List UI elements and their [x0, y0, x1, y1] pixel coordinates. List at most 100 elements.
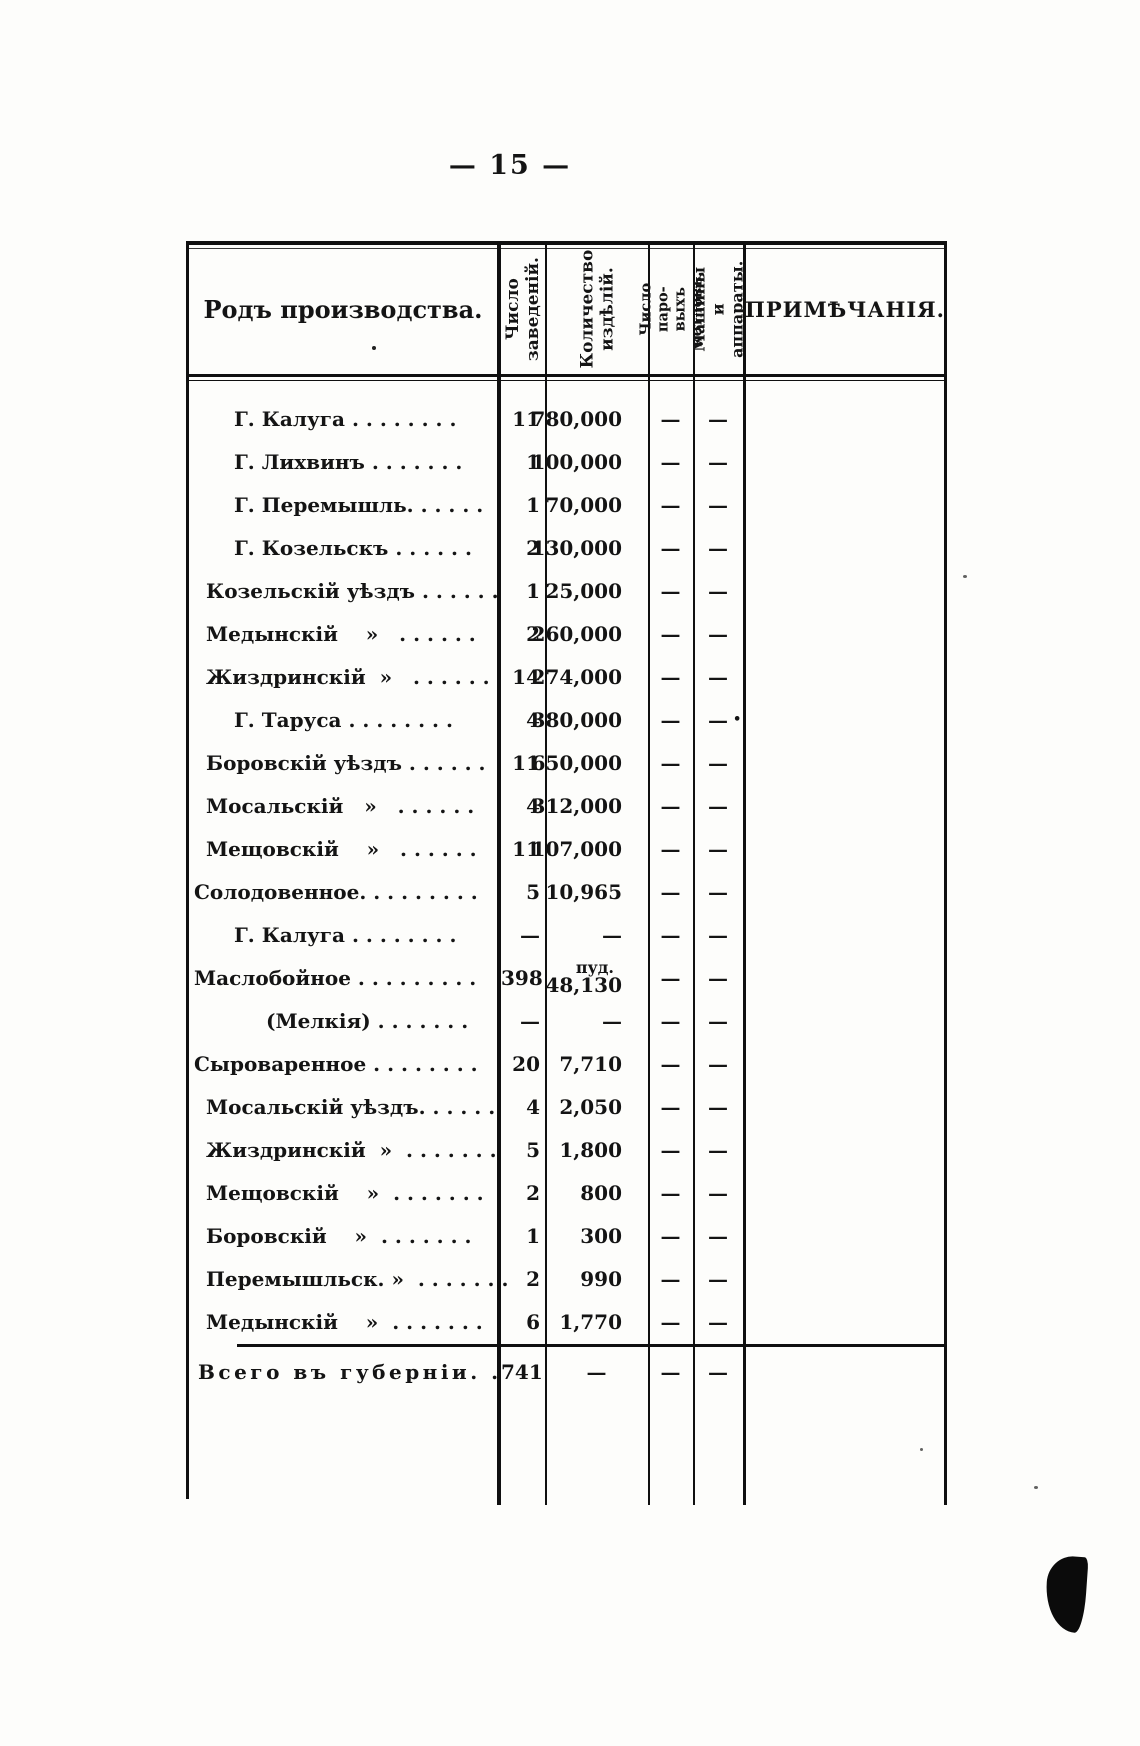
- row-product-label: Маслобойное . . . . . . . . .: [186, 966, 501, 990]
- row-boilers-value: —: [660, 621, 681, 646]
- header-notes: ПРИМѢЧАНІЯ.: [745, 297, 945, 322]
- table-top-rule: [186, 241, 947, 245]
- table-row: Мосальскій уѣздъ. . . . . . 4 2,050 — —: [186, 1085, 944, 1128]
- row-quantity-number: 25,000: [545, 578, 622, 603]
- header-rule-thin: [186, 380, 947, 381]
- table-row: (Мелкія) . . . . . . . — — — —: [186, 999, 944, 1042]
- row-boilers-value: —: [660, 492, 681, 517]
- row-quantity-value: 990: [545, 1269, 648, 1289]
- row-establishments-value: 4: [526, 707, 540, 732]
- table-row: Мещовскій » . . . . . . 11 107,000 — —: [186, 827, 944, 870]
- row-label-text: Боровскій » . . . . . . .: [206, 1223, 472, 1248]
- row-machines-value: —: [708, 621, 728, 646]
- row-quantity-number: 780,000: [531, 406, 622, 431]
- row-establishments-value: 4: [526, 793, 540, 818]
- row-establishments-value: 1: [526, 578, 540, 603]
- row-label-text: Жиздринскій » . . . . . .: [206, 664, 490, 689]
- table-row: Козельскій уѣздъ . . . . . . 1 25,000 — …: [186, 569, 944, 612]
- row-product-label: Солодовенное. . . . . . . . .: [186, 880, 501, 904]
- row-product-label: Мещовскій » . . . . . .: [186, 837, 501, 861]
- row-quantity-value: 7,710: [545, 1054, 648, 1074]
- header-quantity-label: Количество издѣлій.: [577, 250, 618, 369]
- row-label-text: Солодовенное. . . . . . . . .: [194, 879, 478, 904]
- row-quantity-value: 25,000: [545, 581, 648, 601]
- row-machines-value: —: [708, 836, 728, 861]
- row-establishments-value: 20: [512, 1051, 540, 1076]
- row-quantity-value: 274,000: [532, 667, 648, 687]
- row-product-label: Г. Лихвинъ . . . . . . .: [186, 450, 501, 474]
- row-quantity-value: 107,000: [532, 839, 648, 859]
- table-row: Г. Козельскъ . . . . . . 2 130,000 — —: [186, 526, 944, 569]
- row-quantity-value: 300: [545, 1226, 648, 1246]
- column-divider: [497, 241, 501, 1505]
- row-machines-value: —: [708, 664, 728, 689]
- ink-speck: [963, 575, 967, 578]
- header-steam-boilers: Число паро- выхъ котловъ.: [637, 245, 705, 374]
- row-establishments-value: 1: [526, 449, 540, 474]
- page-number: — 15 —: [448, 150, 572, 181]
- column-divider: [693, 241, 695, 1505]
- row-label-text: Козельскій уѣздъ . . . . . .: [206, 578, 499, 603]
- table-row: Перемышльск. » . . . . . . . 2 990 — —: [186, 1257, 944, 1300]
- row-machines-value: —: [708, 1051, 728, 1076]
- table-row: Медынскій » . . . . . . 2 260,000 — —: [186, 612, 944, 655]
- row-quantity-number: 380,000: [531, 707, 622, 732]
- row-establishments-value: 5: [526, 879, 540, 904]
- row-machines-value: —: [708, 1266, 728, 1291]
- table-row: Боровскій уѣздъ . . . . . . 11 650,000 —…: [186, 741, 944, 784]
- row-quantity-number: 107,000: [531, 836, 622, 861]
- table-row: Мещовскій » . . . . . . . 2 800 — —: [186, 1171, 944, 1214]
- row-quantity-value: 800: [545, 1183, 648, 1203]
- total-machines: —: [708, 1360, 728, 1384]
- row-quantity-number: 70,000: [545, 492, 622, 517]
- row-product-label: Мещовскій » . . . . . . .: [186, 1181, 501, 1205]
- table-row: Мосальскій » . . . . . . 4 312,000 — —: [186, 784, 944, 827]
- row-boilers-value: —: [660, 879, 681, 904]
- row-label-text: Г. Калуга . . . . . . . .: [234, 922, 457, 947]
- row-boilers-value: —: [660, 793, 681, 818]
- row-machines-value: —: [708, 1309, 728, 1334]
- row-machines-value: —: [708, 1180, 728, 1205]
- row-machines-value: —: [708, 750, 728, 775]
- row-quantity-number: —: [602, 1008, 622, 1033]
- row-quantity-number: 1,770: [559, 1309, 622, 1334]
- row-product-label: Мосальскій » . . . . . .: [186, 794, 501, 818]
- row-boilers-value: —: [660, 535, 681, 560]
- row-product-label: Медынскій » . . . . . . .: [186, 1310, 501, 1334]
- row-quantity-number: 650,000: [531, 750, 622, 775]
- row-label-text: Мещовскій » . . . . . . .: [206, 1180, 484, 1205]
- row-quantity-number: 274,000: [531, 664, 622, 689]
- row-quantity-value: —: [545, 925, 648, 945]
- row-product-label: Сыроваренное . . . . . . . .: [186, 1052, 501, 1076]
- row-label-text: Г. Козельскъ . . . . . .: [234, 535, 472, 560]
- ink-blot-artifact: [1043, 1554, 1089, 1634]
- row-establishments-value: 14: [512, 664, 540, 689]
- table-top-rule-thin: [186, 248, 947, 249]
- row-machines-value: —: [708, 922, 728, 947]
- table-row: Г. Лихвинъ . . . . . . . 1 100,000 — —: [186, 440, 944, 483]
- row-quantity-value: 312,000: [532, 796, 648, 816]
- row-product-label: Перемышльск. » . . . . . . .: [186, 1267, 508, 1291]
- row-establishments-value: 2: [526, 621, 540, 646]
- table-row: Г. Калуга . . . . . . . . 11 780,000 — —: [186, 397, 944, 440]
- row-quantity-value: 380,000: [532, 710, 648, 730]
- row-boilers-value: —: [660, 965, 681, 990]
- row-label-text: (Мелкія) . . . . . . .: [266, 1008, 469, 1033]
- row-boilers-value: —: [660, 1309, 681, 1334]
- row-quantity-value: 100,000: [532, 452, 648, 472]
- column-divider: [545, 241, 547, 1505]
- row-boilers-value: —: [660, 406, 681, 431]
- total-row: Всего въ губерніи. . 741 — — —: [186, 1348, 944, 1396]
- row-product-label: Мосальскій уѣздъ. . . . . .: [186, 1095, 501, 1119]
- row-quantity-number: 312,000: [531, 793, 622, 818]
- row-machines-value: —: [708, 793, 728, 818]
- row-label-text: Боровскій уѣздъ . . . . . .: [206, 750, 486, 775]
- table-left-border: [186, 241, 189, 1499]
- row-boilers-value: —: [660, 707, 681, 732]
- row-boilers-value: —: [660, 1137, 681, 1162]
- header-machines-label: Машины и аппараты.: [689, 260, 747, 359]
- row-quantity-number: 10,965: [545, 879, 622, 904]
- header-rule-thick: [186, 374, 947, 377]
- row-boilers-value: —: [660, 1094, 681, 1119]
- row-label-text: Г. Таруса . . . . . . . .: [234, 707, 453, 732]
